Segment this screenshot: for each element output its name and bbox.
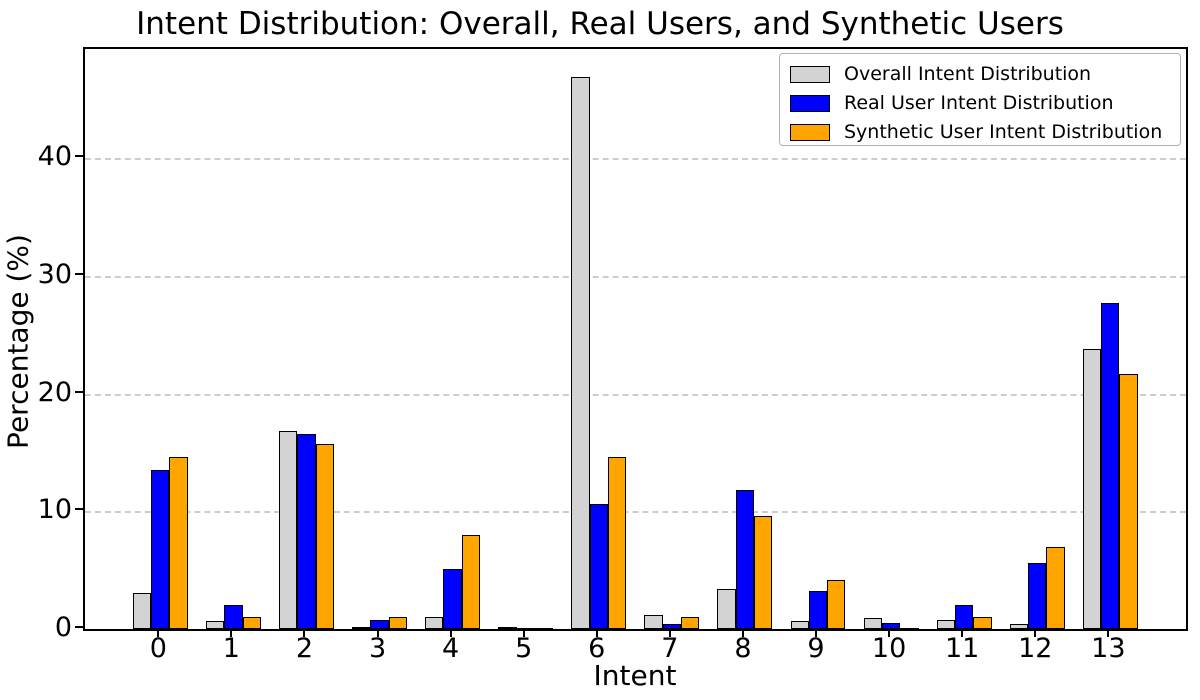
- bar-series1-intent-9: [808, 591, 828, 629]
- bar-series1-intent-7: [662, 624, 681, 629]
- x-tick-mark: [157, 629, 160, 637]
- y-tick-mark: [75, 626, 83, 628]
- bar-series0-intent-13: [1082, 349, 1102, 629]
- bar-series1-intent-1: [224, 605, 243, 629]
- gridline-40: [85, 158, 1186, 161]
- bar-series1-intent-10: [881, 623, 901, 629]
- bar-series2-intent-8: [754, 516, 773, 629]
- x-tick-label-0: 0: [149, 633, 167, 664]
- x-tick-label-5: 5: [515, 633, 533, 664]
- bar-series2-intent-6: [607, 457, 627, 629]
- bar-series2-intent-13: [1119, 373, 1138, 629]
- bar-series2-intent-10: [900, 628, 919, 630]
- bar-series1-intent-5: [516, 628, 535, 630]
- bar-series0-intent-0: [132, 592, 152, 629]
- legend-label: Real User Intent Distribution: [844, 92, 1114, 114]
- y-tick-label-10: 10: [37, 494, 72, 526]
- gridline-30: [85, 276, 1186, 279]
- x-tick-label-6: 6: [588, 633, 606, 664]
- bar-series0-intent-12: [1009, 624, 1029, 629]
- y-tick-mark: [75, 390, 83, 393]
- x-tick-mark: [376, 629, 379, 637]
- bar-series0-intent-1: [205, 620, 225, 629]
- x-tick-mark: [1107, 629, 1110, 637]
- x-tick-mark: [815, 629, 818, 637]
- legend-item-2: Synthetic User Intent Distribution: [790, 119, 1170, 145]
- bar-series0-intent-5: [498, 626, 517, 629]
- legend-label: Synthetic User Intent Distribution: [844, 121, 1163, 143]
- gridline-20: [85, 393, 1186, 396]
- y-axis-label: Percentage (%): [1, 234, 35, 449]
- y-tick-label-40: 40: [37, 141, 72, 173]
- x-tick-mark: [961, 629, 964, 637]
- bar-series0-intent-7: [644, 614, 663, 629]
- bar-series2-intent-2: [315, 444, 334, 629]
- x-tick-label-1: 1: [222, 633, 240, 664]
- x-tick-label-12: 12: [1018, 633, 1053, 664]
- bar-series2-intent-7: [681, 617, 700, 629]
- legend-item-1: Real User Intent Distribution: [790, 90, 1170, 116]
- y-tick-mark: [75, 273, 83, 276]
- x-tick-label-7: 7: [661, 633, 679, 664]
- x-tick-label-2: 2: [295, 633, 314, 664]
- gridline-10: [85, 511, 1186, 514]
- bar-series2-intent-5: [534, 628, 554, 630]
- x-tick-label-9: 9: [807, 633, 825, 664]
- x-axis-label: Intent: [593, 659, 677, 692]
- bar-series1-intent-6: [589, 504, 608, 629]
- bar-series0-intent-2: [279, 431, 298, 629]
- x-tick-mark: [1034, 629, 1037, 637]
- legend-swatch-icon: [790, 123, 830, 141]
- legend-item-0: Overall Intent Distribution: [790, 61, 1170, 87]
- bar-series1-intent-4: [443, 569, 462, 629]
- x-tick-mark: [449, 629, 452, 637]
- y-tick-label-0: 0: [54, 612, 72, 643]
- bar-series1-intent-0: [151, 470, 170, 629]
- x-tick-label-8: 8: [734, 633, 752, 664]
- bar-series2-intent-0: [169, 457, 188, 629]
- bar-series1-intent-11: [955, 605, 974, 629]
- y-tick-label-30: 30: [37, 259, 72, 291]
- y-tick-mark: [75, 508, 83, 511]
- bar-series0-intent-11: [936, 619, 956, 629]
- bar-series1-intent-2: [297, 433, 316, 629]
- legend-swatch-icon: [790, 65, 830, 83]
- bar-series2-intent-4: [461, 534, 481, 629]
- x-tick-mark: [888, 629, 891, 637]
- legend: Overall Intent Distribution Real User Int…: [779, 53, 1181, 146]
- x-tick-label-13: 13: [1091, 633, 1126, 664]
- bar-series1-intent-13: [1101, 303, 1120, 629]
- bar-series2-intent-11: [973, 617, 992, 629]
- bar-series0-intent-8: [717, 589, 736, 629]
- x-tick-label-3: 3: [368, 633, 387, 664]
- bar-series0-intent-4: [425, 617, 444, 629]
- x-tick-label-11: 11: [944, 633, 980, 664]
- x-tick-mark: [230, 629, 233, 637]
- chart-title: Intent Distribution: Overall, Real Users…: [136, 6, 1064, 42]
- bar-series0-intent-3: [352, 626, 371, 629]
- bar-series1-intent-12: [1028, 563, 1047, 629]
- legend-swatch-icon: [790, 94, 830, 112]
- x-tick-mark: [668, 629, 671, 637]
- bar-series1-intent-3: [370, 619, 389, 629]
- bar-series1-intent-8: [735, 490, 755, 629]
- bar-series0-intent-10: [863, 618, 882, 629]
- legend-label: Overall Intent Distribution: [844, 63, 1092, 85]
- x-tick-mark: [741, 629, 744, 637]
- x-tick-mark: [522, 629, 525, 637]
- bar-series2-intent-3: [388, 617, 407, 629]
- bar-series2-intent-12: [1046, 546, 1065, 629]
- y-tick-label-20: 20: [37, 376, 72, 408]
- bar-series0-intent-6: [571, 77, 590, 629]
- bar-series2-intent-1: [242, 617, 261, 629]
- bar-series2-intent-9: [827, 579, 846, 629]
- bar-series0-intent-9: [790, 620, 809, 629]
- x-tick-mark: [595, 629, 598, 637]
- y-tick-mark: [75, 155, 83, 158]
- x-tick-mark: [303, 629, 306, 637]
- x-tick-label-4: 4: [442, 633, 460, 664]
- x-tick-label-10: 10: [871, 633, 907, 664]
